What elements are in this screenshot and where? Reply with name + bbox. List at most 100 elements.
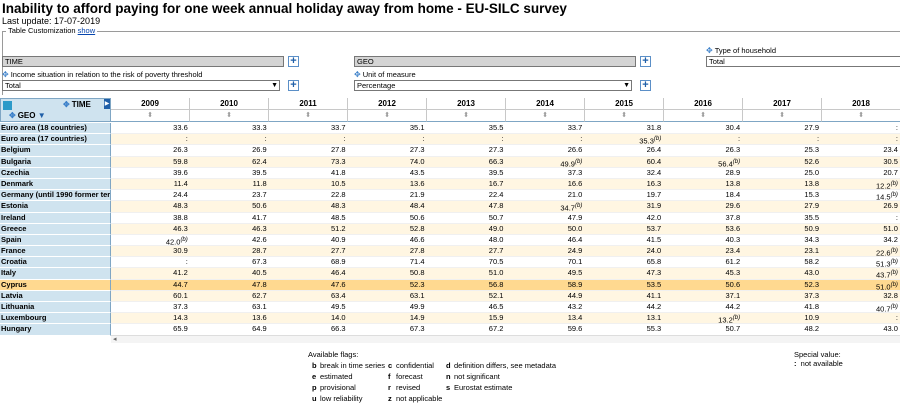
table-cell: 40.9 xyxy=(268,235,348,247)
table-cell: 40.3 xyxy=(663,235,743,247)
sort-icon[interactable]: ⬍ xyxy=(190,110,269,122)
horizontal-scrollbar[interactable]: ◂ xyxy=(111,335,900,343)
table-cell: 63.4 xyxy=(268,290,348,302)
sort-icon[interactable]: ⬍ xyxy=(664,110,743,122)
table-cell: 71.4 xyxy=(347,257,427,269)
table-cell: 49.9(b) xyxy=(505,156,585,168)
table-cell: 70.5 xyxy=(426,257,506,269)
table-cell: 47.3 xyxy=(584,268,664,280)
cell-flag: (b) xyxy=(890,270,898,277)
pin-icon[interactable]: ✥ xyxy=(2,70,9,79)
table-cell: 53.5 xyxy=(584,279,664,291)
pin-icon[interactable]: ✥ xyxy=(354,70,361,79)
flags-title: Available flags: xyxy=(308,350,359,359)
sort-icon[interactable]: ⬍ xyxy=(269,110,348,122)
table-cell: 14.5(b) xyxy=(821,190,900,202)
table-cell: 60.4 xyxy=(584,156,664,168)
table-cell: 44.7 xyxy=(110,279,190,291)
table-cell: 38.8 xyxy=(110,213,190,224)
table-cell: 35.5 xyxy=(742,213,822,224)
table-cell: 59.8 xyxy=(110,156,190,168)
table-cell: 67.3 xyxy=(347,324,427,336)
table-cell: 26.3 xyxy=(663,145,743,157)
sort-icon[interactable]: ⬍ xyxy=(585,110,664,122)
table-cell: 52.6 xyxy=(742,156,822,168)
chevron-down-icon: ▼ xyxy=(271,82,278,89)
table-cell: : xyxy=(821,123,900,135)
cell-flag: (b) xyxy=(890,304,898,310)
table-cell: 19.7 xyxy=(584,190,664,202)
table-corner-header: ✥ TIME ▶ ✥ GEO ▼ xyxy=(0,98,111,122)
geo-header[interactable]: ✥ GEO ▼ xyxy=(9,111,46,120)
row-label: Croatia xyxy=(0,257,111,269)
table-cell: 13.8 xyxy=(663,178,743,191)
table-cell: 10.9 xyxy=(742,313,822,325)
table-cell: 40.5 xyxy=(189,268,269,280)
table-cell: 37.1 xyxy=(663,290,743,302)
add-geo-button[interactable]: + xyxy=(640,56,651,67)
add-income-button[interactable]: + xyxy=(288,80,299,91)
special-value-item: : not available xyxy=(794,359,843,368)
type-household-label: ✥ Type of household xyxy=(706,46,776,55)
table-cell: 53.7 xyxy=(584,223,664,235)
table-cell: 39.5 xyxy=(189,168,269,179)
sort-icon[interactable]: ⬍ xyxy=(348,110,427,122)
table-cell: 59.6 xyxy=(505,324,585,336)
sort-icon[interactable]: ⬍ xyxy=(743,110,822,122)
table-cell: 28.7 xyxy=(189,246,269,258)
table-cell: 26.9 xyxy=(821,201,900,213)
table-row: Germany (until 1990 former territory of … xyxy=(0,190,900,202)
flag-item: p provisional xyxy=(312,383,356,392)
type-household-select[interactable]: Total xyxy=(706,56,900,67)
income-situation-select[interactable]: Total ▼ xyxy=(2,80,280,91)
table-cell: 28.9 xyxy=(663,168,743,179)
table-cell: 51.0(b) xyxy=(821,279,900,291)
cell-flag: (b) xyxy=(732,158,741,165)
table-cell: 46.4 xyxy=(505,235,585,247)
flag-item: z not applicable xyxy=(388,394,443,403)
page-title: Inability to afford paying for one week … xyxy=(2,1,567,16)
add-unit-button[interactable]: + xyxy=(640,80,651,91)
table-cell: 27.7 xyxy=(426,246,506,258)
sort-icon[interactable]: ⬍ xyxy=(506,110,585,122)
chevron-right-icon[interactable]: ▶ xyxy=(104,99,110,109)
sort-icon[interactable]: ⬍ xyxy=(822,110,900,122)
table-cell: 48.3 xyxy=(110,201,190,213)
table-cell: : xyxy=(268,134,348,146)
table-cell: 50.6 xyxy=(663,279,743,291)
year-header: 2015 xyxy=(585,98,664,110)
customization-label: Table Customization xyxy=(8,26,76,35)
table-cell: 24.0 xyxy=(584,246,664,258)
time-header[interactable]: ✥ TIME xyxy=(63,100,91,109)
table-cell: 39.6 xyxy=(110,168,190,179)
table-cell: 48.4 xyxy=(347,201,427,213)
table-cell: 16.3 xyxy=(584,178,664,191)
table-cell: 35.1 xyxy=(347,123,427,135)
sort-icon[interactable]: ⬍ xyxy=(427,110,506,122)
sort-row: ⬍ ⬍ ⬍ ⬍ ⬍ ⬍ ⬍ ⬍ ⬍ ⬍ xyxy=(111,110,900,122)
table-row: Greece 46.3 46.3 51.2 52.8 49.0 50.0 53.7 53.6 50… xyxy=(0,223,900,235)
table-cell: 47.9 xyxy=(505,213,585,224)
table-cell: : xyxy=(347,134,427,146)
table-row: Czechia 39.6 39.5 41.8 43.5 39.5 37.3 32.4 28.9 2… xyxy=(0,167,900,179)
year-header-row: 2009 2010 2011 2012 2013 2014 2015 2016 2017 2018 xyxy=(111,98,900,110)
table-cell: 21.9 xyxy=(347,190,427,202)
row-label: Lithuania xyxy=(0,302,111,314)
show-link[interactable]: show xyxy=(77,26,96,35)
row-label: Euro area (18 countries) xyxy=(0,123,111,135)
table-cell: 50.6 xyxy=(189,201,269,213)
pin-icon[interactable]: ✥ xyxy=(706,46,713,55)
add-time-button[interactable]: + xyxy=(288,56,299,67)
scroll-left-icon[interactable]: ◂ xyxy=(113,336,117,343)
unit-of-measure-select[interactable]: Percentage ▼ xyxy=(354,80,632,91)
table-cell: 49.5 xyxy=(505,268,585,280)
table-cell: : xyxy=(663,134,743,146)
income-situation-label: ✥ Income situation in relation to the ris… xyxy=(2,70,203,79)
table-cell: 66.3 xyxy=(426,156,506,168)
table-cell: 52.8 xyxy=(347,223,427,235)
table-cell: 10.5 xyxy=(268,178,348,191)
table-cell: 41.2 xyxy=(110,268,190,280)
table-cell: 26.9 xyxy=(189,145,269,157)
sort-icon[interactable]: ⬍ xyxy=(111,110,190,122)
table-corner-icon[interactable] xyxy=(3,101,12,110)
